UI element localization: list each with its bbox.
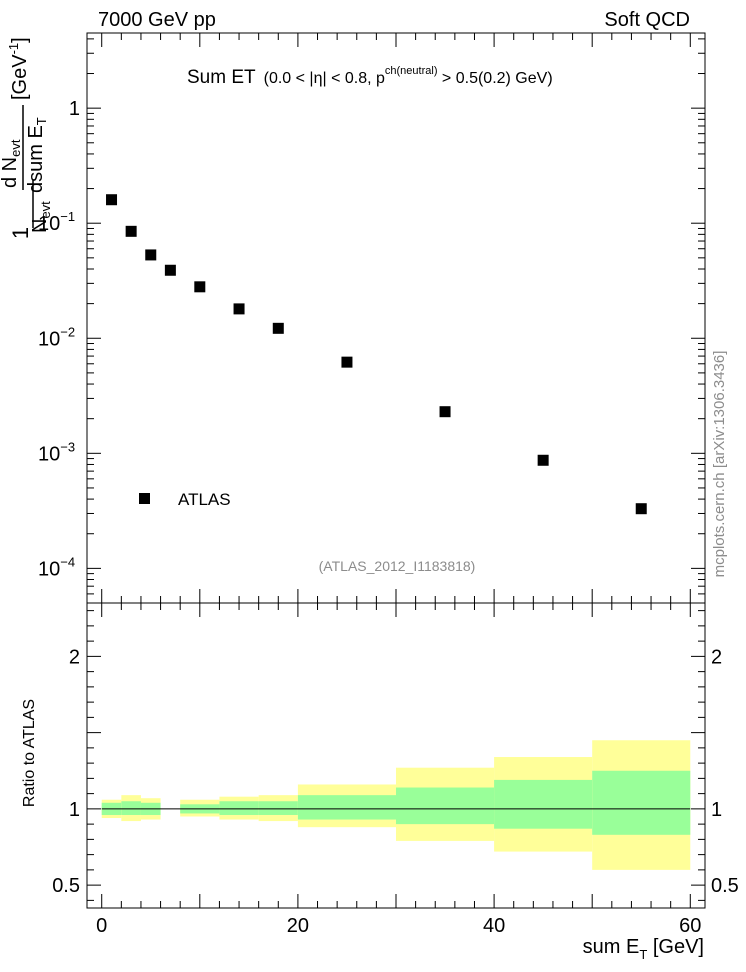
data-point-atlas-6 — [272, 322, 284, 334]
ratio-band-inner-5 — [258, 801, 298, 815]
ratio-band-inner-6 — [297, 795, 396, 820]
plot-title-main: Sum ET — [187, 67, 256, 88]
plot-title: Sum ET (0.0 < |η| < 0.8, pch(neutral) > 0… — [187, 65, 553, 88]
y-tick-label-ratio-right-1: 1 — [711, 799, 722, 821]
y-tick-label-main-2: 10−2 — [38, 324, 75, 350]
ratio-band-inner-9 — [592, 770, 691, 835]
analysis-watermark: (ATLAS_2012_I1183818) — [319, 558, 476, 574]
x-tick-label-40: 40 — [483, 915, 505, 937]
ylabel-N: Nevt — [29, 201, 53, 233]
data-point-atlas-10 — [635, 503, 647, 515]
x-tick-label-20: 20 — [287, 915, 309, 937]
x-axis-label: sum ET [GeV] — [583, 936, 704, 962]
data-point-atlas-9 — [537, 454, 549, 466]
y-tick-label-ratio-left-2: 2 — [69, 646, 80, 668]
data-point-atlas-1 — [125, 225, 137, 237]
y-tick-label-main-1: 10−1 — [38, 209, 75, 235]
x-tick-label-0: 0 — [96, 915, 107, 937]
header-left: 7000 GeV pp — [98, 9, 216, 31]
data-point-atlas-7 — [341, 356, 353, 368]
ratio-band-inner-7 — [396, 787, 495, 825]
header-right: Soft QCD — [604, 9, 690, 31]
y-tick-label-main-3: 10−3 — [38, 439, 75, 465]
data-point-atlas-0 — [106, 194, 118, 206]
ylabel-one: 1 — [8, 227, 33, 239]
data-point-atlas-5 — [233, 303, 245, 315]
data-point-atlas-4 — [194, 281, 206, 293]
ylabel-unit: [GeV-1] — [6, 37, 31, 100]
ylabel-dN: d Nevt — [0, 139, 23, 188]
side-credit: mcplots.cern.ch [arXiv:1306.3436] — [711, 351, 728, 578]
plot-title-superscript: ch(neutral) — [385, 65, 438, 77]
plot-title-selection-tail: > 0.5(0.2) GeV) — [437, 70, 552, 87]
x-tick-label-60: 60 — [679, 915, 701, 937]
data-point-atlas-2 — [145, 249, 157, 261]
y-tick-label-ratio-right-2: 2 — [711, 646, 722, 668]
legend-label-atlas: ATLAS — [178, 490, 231, 509]
ratio-band-inner-1 — [121, 801, 141, 815]
y-tick-label-main-4: 10−4 — [38, 554, 75, 580]
main-plot-frame — [86, 32, 706, 604]
y-tick-label-ratio-left-1: 1 — [69, 799, 80, 821]
legend-marker-atlas — [139, 493, 150, 504]
plot-title-selection: (0.0 < |η| < 0.8, p — [264, 70, 385, 87]
data-point-atlas-3 — [164, 264, 176, 276]
ratio-y-axis-label: Ratio to ATLAS — [21, 699, 38, 807]
main-y-axis-label: 1 Nevt d Nevt dsum ET [GeV-1] — [0, 37, 53, 239]
ratio-band-inner-8 — [494, 779, 593, 829]
ratio-band-inner-4 — [219, 801, 259, 815]
y-tick-label-ratio-right-0: 0.5 — [711, 875, 739, 897]
y-tick-label-ratio-left-0: 0.5 — [52, 875, 80, 897]
ylabel-dsum: dsum ET — [25, 117, 49, 193]
y-tick-label-main-0: 1 — [69, 98, 80, 120]
data-point-atlas-8 — [439, 406, 451, 418]
